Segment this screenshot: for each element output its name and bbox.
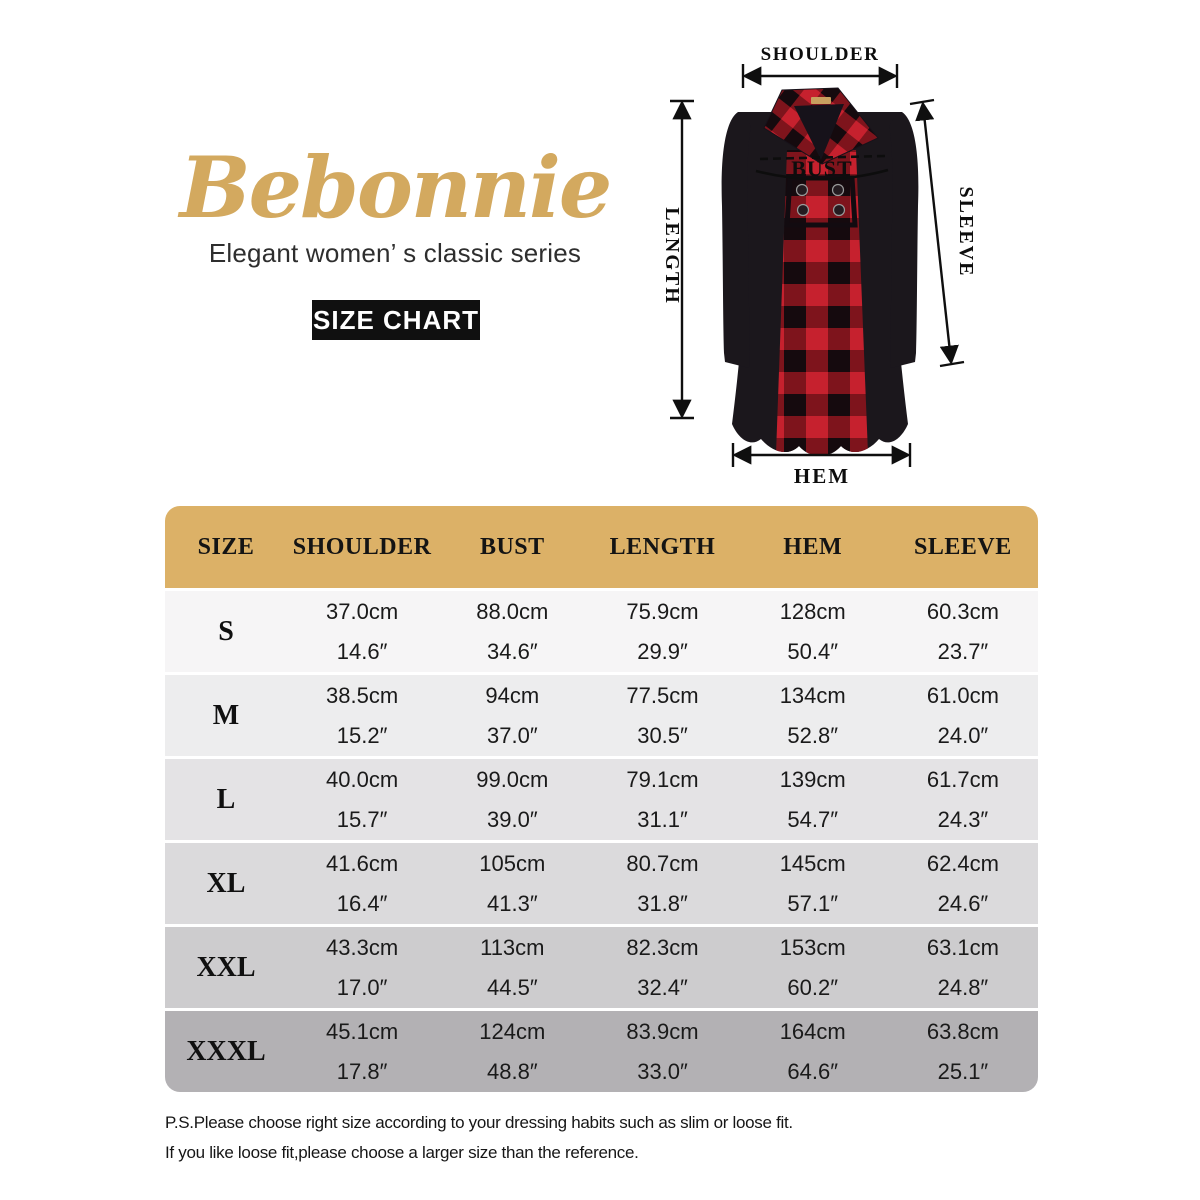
table-row: XXXL 45.1cm 17.8″ 124cm 48.8″ 83.9cm 33.0″ … (165, 1011, 1038, 1092)
measurement-cell: 164cm 64.6″ (779, 1018, 846, 1084)
measurement-cell: 75.9cm 29.9″ (626, 598, 699, 664)
button-dot (795, 183, 809, 197)
measurement-cell: 134cm 52.8″ (779, 682, 846, 748)
measurement-cell: 62.4cm 24.6″ (926, 850, 999, 916)
measurement-cell: 40.0cm 15.7″ (326, 766, 399, 832)
bust-dashed-line (759, 154, 886, 161)
size-label: XXL (196, 951, 256, 983)
size-label: XL (206, 867, 246, 899)
size-label: L (216, 783, 236, 815)
measurement-cell: 153cm 60.2″ (779, 934, 846, 1000)
header-cell-size: SIZE (197, 533, 255, 560)
measurement-cell: 61.0cm 24.0″ (926, 682, 999, 748)
measurement-cell: 99.0cm 39.0″ (476, 766, 549, 832)
brand-tag (811, 97, 831, 104)
table-row: M 38.5cm 15.2″ 94cm 37.0″ 77.5cm 30.5″ 134c… (165, 675, 1038, 756)
footer-note: P.S.Please choose right size according t… (165, 1108, 793, 1168)
table-row: S 37.0cm 14.6″ 88.0cm 34.6″ 75.9cm 29.9″ 12… (165, 591, 1038, 672)
brand-tagline: Elegant women’ s classic series (208, 238, 582, 268)
header-cell-hem: HEM (783, 533, 843, 560)
measurement-cell: 82.3cm 32.4″ (626, 934, 699, 1000)
measurement-cell: 77.5cm 30.5″ (626, 682, 699, 748)
size-chart-badge: SIZE CHART (312, 300, 480, 340)
measurement-cell: 105cm 41.3″ (479, 850, 546, 916)
right-sleeve (889, 112, 919, 368)
brand-logo: Bebonnie (179, 138, 613, 237)
shoulder-arrow (741, 64, 899, 88)
size-label: S (218, 615, 234, 647)
measurement-cell: 63.8cm 25.1″ (926, 1018, 999, 1084)
header-cell-length: LENGTH (609, 533, 716, 560)
measurement-cell: 63.1cm 24.8″ (926, 934, 999, 1000)
collar-inner-v (794, 104, 844, 160)
measurement-cell: 45.1cm 17.8″ (326, 1018, 399, 1084)
measurement-cell: 83.9cm 33.0″ (626, 1018, 699, 1084)
table-row: L 40.0cm 15.7″ 99.0cm 39.0″ 79.1cm 31.1″ 13… (165, 759, 1038, 840)
measurement-cell: 124cm 48.8″ (479, 1018, 546, 1084)
measurement-cell: 145cm 57.1″ (779, 850, 846, 916)
measurement-cell: 37.0cm 14.6″ (326, 598, 399, 664)
measurement-cell: 60.3cm 23.7″ (926, 598, 999, 664)
size-label: XXXL (186, 1035, 266, 1067)
button-dot (796, 203, 810, 217)
header-cell-shoulder: SHOULDER (292, 533, 432, 560)
size-table: SIZE SHOULDER BUST LENGTH HEM SLEEVE S 3… (165, 506, 1038, 1092)
measurement-cell: 38.5cm 15.2″ (326, 682, 399, 748)
bust-curve-line (755, 168, 889, 181)
sleeve-label: SLEEVE (955, 187, 977, 278)
measurement-cell: 113cm 44.5″ (480, 934, 545, 1000)
table-header: SIZE SHOULDER BUST LENGTH HEM SLEEVE (165, 506, 1038, 588)
footer-line-1: P.S.Please choose right size according t… (165, 1113, 793, 1132)
dress-illustration (721, 87, 919, 456)
table-row: XXL 43.3cm 17.0″ 113cm 44.5″ 82.3cm 32.4″ 1… (165, 927, 1038, 1008)
measurement-cell: 79.1cm 31.1″ (626, 766, 699, 832)
length-label: LENGTH (661, 207, 683, 305)
garment-diagram: BUST SHOULDER LENGTH SLEEVE HEM (661, 44, 977, 488)
measurement-cell: 61.7cm 24.3″ (926, 766, 999, 832)
table-row: XL 41.6cm 16.4″ 105cm 41.3″ 80.7cm 31.8″ 14… (165, 843, 1038, 924)
measurement-cell: 88.0cm 34.6″ (476, 598, 549, 664)
bust-label: BUST (791, 156, 852, 181)
sleeve-arrow (909, 98, 965, 368)
footer-line-2: If you like loose fit,please choose a la… (165, 1143, 639, 1162)
measurement-cell: 80.7cm 31.8″ (626, 850, 699, 916)
header-cell-bust: BUST (479, 533, 545, 560)
measurement-cell: 43.3cm 17.0″ (326, 934, 399, 1000)
button-placket (784, 175, 858, 228)
size-label: M (212, 699, 240, 731)
measurement-cell: 139cm 54.7″ (779, 766, 846, 832)
hem-label: HEM (794, 464, 850, 488)
measurement-cell: 94cm 37.0″ (485, 682, 540, 748)
measurement-cell: 41.6cm 16.4″ (326, 850, 399, 916)
button-dot (831, 183, 845, 197)
header-cell-sleeve: SLEEVE (914, 533, 1012, 560)
button-dot (832, 203, 846, 217)
left-sleeve (721, 112, 751, 368)
length-arrow (670, 99, 694, 420)
shoulder-label: SHOULDER (761, 44, 880, 65)
measurement-cell: 128cm 50.4″ (779, 598, 846, 664)
hem-arrow (731, 443, 912, 467)
